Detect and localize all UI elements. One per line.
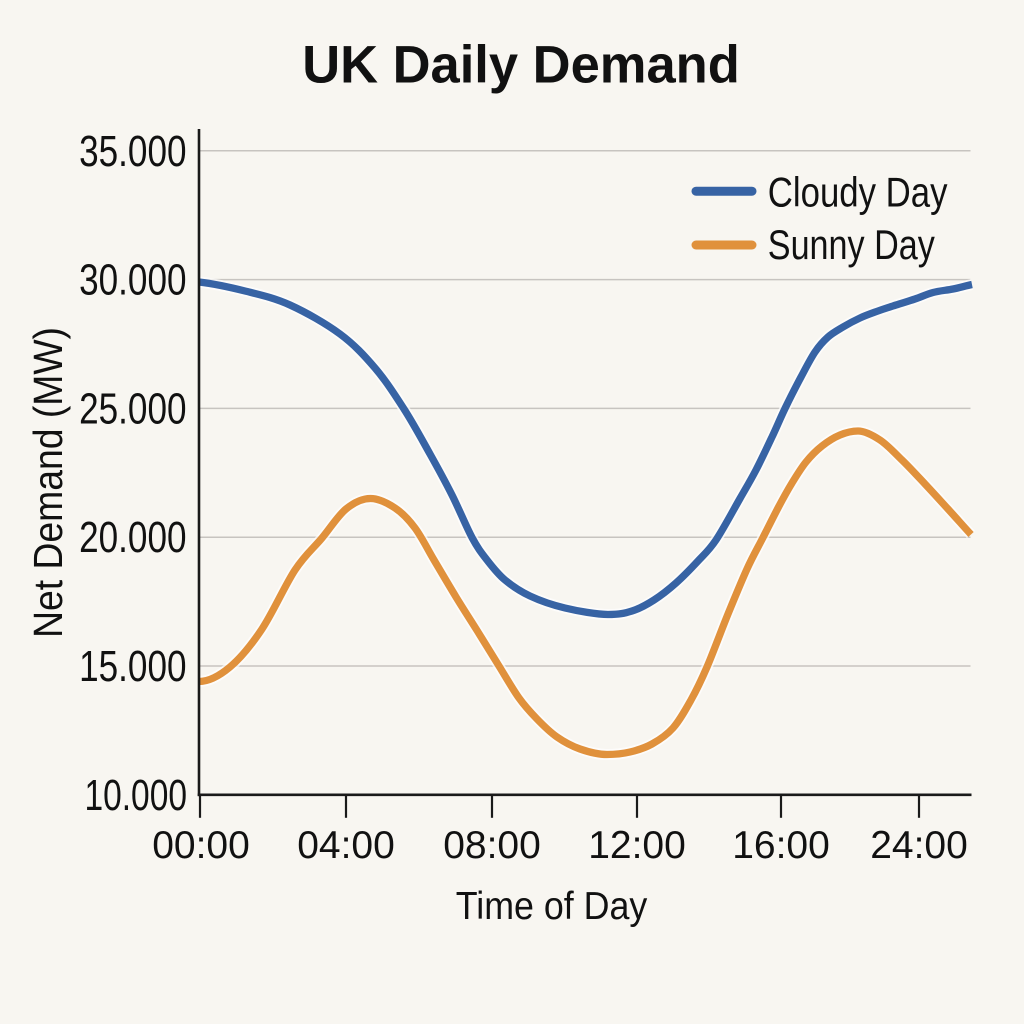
svg-text:20.000: 20.000 xyxy=(79,514,186,562)
svg-text:10.000: 10.000 xyxy=(84,772,187,820)
svg-text:30.000: 30.000 xyxy=(79,256,186,304)
svg-text:Time of Day: Time of Day xyxy=(456,884,648,927)
svg-text:04:00: 04:00 xyxy=(297,824,395,867)
svg-text:35.000: 35.000 xyxy=(79,127,186,175)
svg-text:24:00: 24:00 xyxy=(870,824,968,867)
svg-text:Net Demand (MW): Net Demand (MW) xyxy=(26,327,71,638)
svg-text:08:00: 08:00 xyxy=(443,824,541,867)
svg-text:UK Daily Demand: UK Daily Demand xyxy=(302,35,740,94)
svg-text:Cloudy Day: Cloudy Day xyxy=(768,170,948,217)
svg-text:16:00: 16:00 xyxy=(732,824,830,867)
svg-text:12:00: 12:00 xyxy=(588,824,686,867)
svg-text:00:00: 00:00 xyxy=(152,824,250,867)
svg-text:15.000: 15.000 xyxy=(79,642,186,690)
svg-text:Sunny Day: Sunny Day xyxy=(768,221,936,268)
svg-text:25.000: 25.000 xyxy=(79,385,186,433)
